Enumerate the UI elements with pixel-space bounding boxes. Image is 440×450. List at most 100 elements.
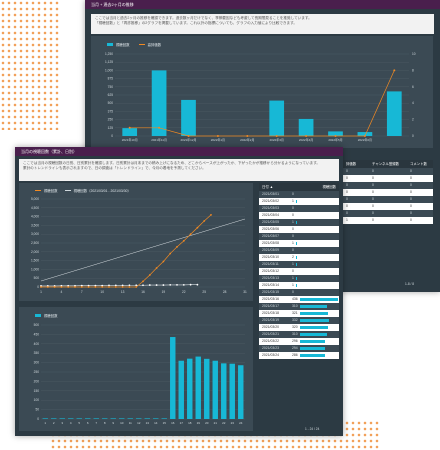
views-value: 436	[292, 297, 298, 301]
views-cell: 320	[289, 324, 339, 331]
y-tick-label: 0	[111, 134, 113, 138]
views-cell: 0	[289, 289, 339, 296]
table-row[interactable]: 0 0 0	[343, 203, 433, 210]
cumulative-point	[101, 286, 104, 288]
table-row[interactable]: 2021/03/21 310	[259, 331, 339, 338]
table-row[interactable]: 2021/03/03 0	[259, 205, 339, 212]
table-row[interactable]: 2021/03/02 1	[259, 198, 339, 205]
cumulative-point	[169, 252, 172, 255]
views-cell: 0	[289, 247, 339, 254]
table-row[interactable]: 2021/03/20 320	[259, 324, 339, 331]
daily-table-body: 2021/03/01 0 2021/03/02 1 2021/03/03 0 2021/03…	[259, 191, 339, 359]
comparison-point	[155, 284, 158, 286]
table-row[interactable]: 2021/03/24 286	[259, 352, 339, 359]
views-value: 0	[292, 227, 294, 231]
views-databar	[299, 298, 338, 301]
table-cell: 0	[372, 183, 374, 187]
table-row[interactable]: 2021/03/01 0	[259, 191, 339, 198]
table-row[interactable]: 2021/03/06 0	[259, 226, 339, 233]
views-value: 320	[292, 325, 298, 329]
decorative-dots-left	[0, 0, 60, 130]
back-table-pager[interactable]: 1-8 / 8	[405, 282, 415, 286]
col-header-rating[interactable]: 評価数	[346, 162, 357, 166]
y-tick-label: 0	[37, 285, 39, 289]
cumulative-chart-panel: 視聴回数 視聴回数（2021/03/01 - 2021/03/30） 0 500 1…	[19, 183, 253, 301]
views-cell: 0	[289, 205, 339, 212]
date-cell: 2021/03/10	[262, 255, 279, 259]
cumulative-point	[155, 267, 158, 269]
table-row[interactable]: 2021/03/13 1	[259, 275, 339, 282]
table-row[interactable]: 2021/03/05 1	[259, 219, 339, 226]
table-row[interactable]: 2021/03/11 1	[259, 261, 339, 268]
col-header-subscribers[interactable]: チャンネル登録数	[372, 162, 400, 166]
table-row[interactable]: 2021/03/14 1	[259, 282, 339, 289]
views-cell: 1	[289, 282, 339, 289]
views-cell: 1	[289, 275, 339, 282]
date-cell: 2021/03/13	[262, 276, 279, 280]
daily-bar	[153, 418, 159, 419]
x-tick-label: 14	[154, 421, 158, 425]
monthly-views-chart: 0 125 250 375 500 625 750 875 1,000 1,125 1,250 0 2 4…	[105, 52, 416, 142]
x-tick-label: 2	[53, 421, 55, 425]
table-row[interactable]: 2021/03/19 332	[259, 317, 339, 324]
y-tick-label: 400	[34, 342, 40, 346]
y-tick-label: 2,000	[31, 250, 39, 254]
table-cell: 0	[410, 197, 412, 201]
comparison-point	[189, 283, 192, 286]
daily-bar	[144, 418, 150, 419]
table-row[interactable]: 2021/03/17 310	[259, 303, 339, 310]
month-bar	[386, 91, 402, 136]
table-row[interactable]: 2021/03/18 321	[259, 310, 339, 317]
comparison-point	[101, 284, 104, 287]
col-header-comments[interactable]: コメント数	[410, 162, 427, 166]
x-tick-label: 19	[197, 421, 201, 425]
table-row[interactable]: 2021/03/09 0	[259, 247, 339, 254]
y-tick-label: 100	[34, 398, 40, 402]
legend-swatch-views	[107, 43, 113, 46]
x-tick-label: 4	[70, 421, 72, 425]
views-value: 321	[292, 311, 298, 315]
daily-bar	[119, 418, 125, 419]
table-row[interactable]: 0 0 0	[343, 182, 433, 189]
likes-point	[275, 135, 278, 137]
x-tick-label: 28	[223, 290, 227, 294]
table-row[interactable]: 0 0 0	[343, 168, 433, 175]
views-cell: 310	[289, 331, 339, 338]
table-row[interactable]: 0 0 0	[343, 196, 433, 203]
col-header-views[interactable]: 視聴回数	[322, 185, 336, 189]
table-row[interactable]: 2021/03/08 1	[259, 240, 339, 247]
table-row[interactable]: 2021/03/07 0	[259, 233, 339, 240]
likes-point	[393, 69, 396, 72]
y-tick-label: 1,000	[31, 267, 39, 271]
date-cell: 2021/03/15	[262, 290, 279, 294]
x-tick-label: 2022年5月	[328, 137, 342, 142]
x-tick-label: 2022年2月	[240, 137, 254, 142]
views-cell: 321	[289, 310, 339, 317]
daily-bar	[187, 358, 193, 419]
table-row[interactable]: 2021/03/16 436	[259, 296, 339, 303]
table-row[interactable]: 0 0 0	[343, 175, 433, 182]
x-tick-label: 22	[222, 421, 226, 425]
x-tick-label: 12	[137, 421, 141, 425]
y-tick-label: 150	[34, 389, 40, 393]
daily-bar	[85, 418, 91, 419]
daily-table-pager[interactable]: 1 - 24 / 24	[305, 427, 320, 431]
table-row[interactable]: 0 0 0	[343, 210, 433, 217]
table-row[interactable]: 2021/03/10 2	[259, 254, 339, 261]
legend-label-daily: 視聴回数	[44, 314, 58, 318]
table-row[interactable]: 1 0 0	[343, 217, 433, 224]
table-row[interactable]: 2021/03/15 0	[259, 289, 339, 296]
table-row[interactable]: 0 0 0	[343, 189, 433, 196]
views-databar	[299, 312, 328, 315]
table-row[interactable]: 2021/03/04 0	[259, 212, 339, 219]
table-row[interactable]: 2021/03/23 294	[259, 345, 339, 352]
x-tick-label: 2022年1月	[211, 137, 225, 142]
month-bar	[357, 132, 373, 136]
table-row[interactable]: 2021/03/12 0	[259, 268, 339, 275]
date-cell: 2021/03/03	[262, 206, 279, 210]
table-cell: 0	[410, 176, 412, 180]
table-row[interactable]: 2021/03/22 296	[259, 338, 339, 345]
x-tick-label: 18	[188, 421, 192, 425]
back-info-line-1: ここでは当月と過去2ヶ月の推移を確認できます。過去数ヶ月だけでなく、季節要因など…	[95, 16, 312, 20]
col-header-date[interactable]: 日付 ▲	[262, 185, 274, 189]
